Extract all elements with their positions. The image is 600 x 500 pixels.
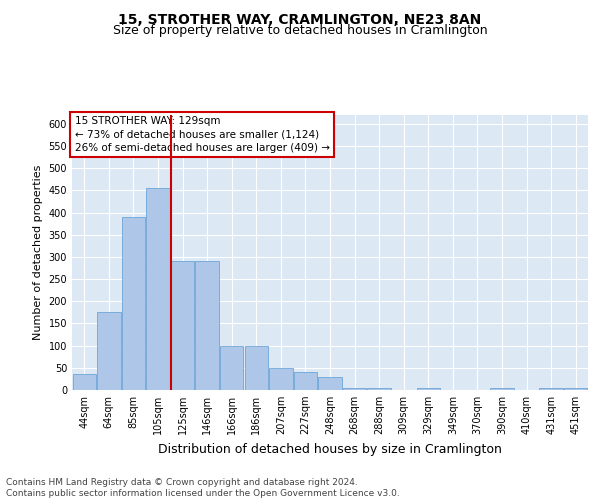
Text: 15, STROTHER WAY, CRAMLINGTON, NE23 8AN: 15, STROTHER WAY, CRAMLINGTON, NE23 8AN: [118, 12, 482, 26]
Bar: [490, 388, 514, 390]
Text: 15 STROTHER WAY: 129sqm
← 73% of detached houses are smaller (1,124)
26% of semi: 15 STROTHER WAY: 129sqm ← 73% of detache…: [74, 116, 329, 153]
Bar: [171, 262, 194, 390]
Bar: [196, 262, 219, 390]
Bar: [564, 388, 587, 390]
Y-axis label: Number of detached properties: Number of detached properties: [33, 165, 43, 340]
Bar: [319, 376, 341, 390]
Text: Size of property relative to detached houses in Cramlington: Size of property relative to detached ho…: [113, 24, 487, 37]
Bar: [367, 388, 391, 390]
Bar: [73, 374, 96, 390]
Text: Contains HM Land Registry data © Crown copyright and database right 2024.
Contai: Contains HM Land Registry data © Crown c…: [6, 478, 400, 498]
Bar: [416, 388, 440, 390]
Bar: [343, 388, 366, 390]
X-axis label: Distribution of detached houses by size in Cramlington: Distribution of detached houses by size …: [158, 442, 502, 456]
Bar: [122, 217, 145, 390]
Bar: [97, 312, 121, 390]
Bar: [146, 188, 170, 390]
Bar: [220, 346, 244, 390]
Bar: [294, 372, 317, 390]
Bar: [269, 368, 293, 390]
Bar: [245, 346, 268, 390]
Bar: [539, 388, 563, 390]
